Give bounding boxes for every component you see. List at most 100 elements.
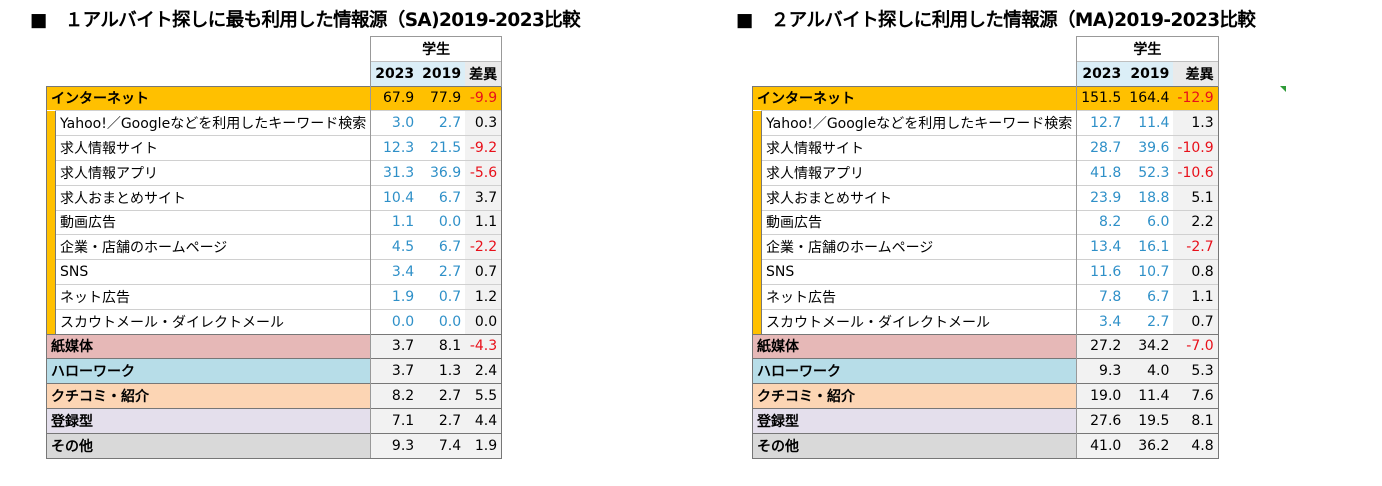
value-2019: 8.1 [418, 333, 466, 359]
value-diff: 5.3 [1173, 358, 1219, 384]
subcategory-row: SNS 11.6 10.7 0.8 [752, 259, 1219, 285]
value-2023: 23.9 [1076, 184, 1126, 211]
value-2023: 7.1 [370, 407, 419, 434]
value-2023: 7.8 [1076, 283, 1126, 310]
diff-header: 差異 [465, 60, 503, 87]
value-2019: 10.7 [1125, 259, 1174, 285]
value-diff: 1.3 [1173, 110, 1219, 136]
group-label: 学生 [370, 36, 503, 62]
value-2023: 67.9 [370, 85, 419, 111]
internet-group-band [46, 185, 56, 211]
category-label: クチコミ・紹介 [45, 383, 371, 409]
subcategory-row: ネット広告 7.8 6.7 1.1 [752, 283, 1219, 310]
subcategory-row: 企業・店舗のホームページ 4.5 6.7 -2.2 [46, 234, 503, 260]
value-diff: 7.6 [1173, 383, 1219, 409]
value-diff: -9.9 [465, 85, 503, 111]
subcategory-row: ネット広告 1.9 0.7 1.2 [46, 283, 503, 310]
subcategory-label: 求人情報サイト [54, 135, 371, 161]
year-2019-header: 2019 [418, 60, 466, 87]
value-diff: 2.4 [465, 358, 503, 384]
right-table: 学生 2023 2019 差異 インターネット 151.5 164.4 -12.9 Yahoo!… [751, 36, 1219, 459]
header-blank [752, 61, 1077, 87]
value-2019: 2.7 [418, 110, 466, 136]
value-2023: 1.1 [370, 209, 419, 235]
value-2023: 0.0 [370, 308, 419, 335]
year-2019-header: 2019 [1125, 60, 1174, 87]
value-2019: 0.0 [418, 308, 466, 335]
value-2023: 12.3 [370, 135, 419, 161]
category-label: 登録型 [45, 407, 371, 434]
subcategory-label: SNS [760, 259, 1077, 285]
right-title: ■ ２アルバイト探しに利用した情報源（MA)2019-2023比較 [736, 10, 1256, 31]
category-row: ハローワーク 9.3 4.0 5.3 [751, 358, 1219, 384]
subcategory-label: Yahoo!／Googleなどを利用したキーワード検索 [760, 110, 1077, 136]
subcategory-label: SNS [54, 259, 371, 285]
value-diff: -2.7 [1173, 234, 1219, 260]
value-2019: 2.7 [418, 259, 466, 285]
internet-group-band [752, 210, 762, 235]
value-diff: 5.1 [1173, 184, 1219, 211]
value-2023: 27.6 [1076, 407, 1126, 434]
value-2019: 11.4 [1125, 383, 1174, 409]
internet-group-band [752, 135, 762, 161]
internet-group-band [46, 259, 56, 285]
value-2019: 4.0 [1125, 358, 1174, 384]
value-diff: 4.8 [1173, 432, 1219, 459]
internet-group-band [752, 185, 762, 211]
subcategory-row: SNS 3.4 2.7 0.7 [46, 259, 503, 285]
value-2019: 52.3 [1125, 159, 1174, 186]
value-diff: -4.3 [465, 333, 503, 359]
value-2023: 41.0 [1076, 432, 1126, 459]
subcategory-label: 企業・店舗のホームページ [760, 234, 1077, 260]
year-2023-header: 2023 [370, 60, 419, 87]
category-row: その他 41.0 36.2 4.8 [751, 432, 1219, 459]
value-diff: 8.1 [1173, 407, 1219, 434]
value-diff: -5.6 [465, 159, 503, 186]
header-blank [752, 36, 1077, 62]
value-diff: -12.9 [1173, 85, 1219, 111]
value-diff: 2.2 [1173, 209, 1219, 235]
value-diff: 4.4 [465, 407, 503, 434]
value-2023: 3.7 [370, 333, 419, 359]
category-label: ハローワーク [751, 358, 1077, 384]
internet-row: インターネット 67.9 77.9 -9.9 [45, 85, 503, 111]
category-label: ハローワーク [45, 358, 371, 384]
value-2023: 9.3 [370, 432, 419, 459]
value-2023: 1.9 [370, 283, 419, 310]
value-2019: 6.7 [418, 184, 466, 211]
subcategory-row: 動画広告 1.1 0.0 1.1 [46, 209, 503, 235]
category-label: 紙媒体 [45, 333, 371, 359]
value-diff: 1.9 [465, 432, 503, 459]
left-title: ■ １アルバイト探しに最も利用した情報源（SA)2019-2023比較 [30, 10, 581, 31]
value-2023: 3.7 [370, 358, 419, 384]
value-2023: 28.7 [1076, 135, 1126, 161]
subcategory-label: 求人情報アプリ [54, 159, 371, 186]
value-diff: 0.3 [465, 110, 503, 136]
value-2019: 11.4 [1125, 110, 1174, 136]
category-row: 紙媒体 3.7 8.1 -4.3 [45, 333, 503, 359]
value-2023: 4.5 [370, 234, 419, 260]
subcategory-label: Yahoo!／Googleなどを利用したキーワード検索 [54, 110, 371, 136]
category-label: その他 [751, 432, 1077, 459]
value-2023: 11.6 [1076, 259, 1126, 285]
subcategory-row: 求人情報サイト 12.3 21.5 -9.2 [46, 135, 503, 161]
subcategory-label: 求人情報サイト [760, 135, 1077, 161]
value-2019: 19.5 [1125, 407, 1174, 434]
internet-group-band [46, 234, 56, 260]
category-label: 紙媒体 [751, 333, 1077, 359]
category-label: インターネット [751, 85, 1077, 111]
value-2023: 3.4 [1076, 308, 1126, 335]
value-2023: 8.2 [1076, 209, 1126, 235]
value-2023: 8.2 [370, 383, 419, 409]
value-2019: 36.2 [1125, 432, 1174, 459]
subcategory-row: 求人おまとめサイト 23.9 18.8 5.1 [752, 184, 1219, 211]
value-diff: -7.0 [1173, 333, 1219, 359]
subcategory-row: 動画広告 8.2 6.0 2.2 [752, 209, 1219, 235]
value-2023: 3.4 [370, 259, 419, 285]
category-label: 登録型 [751, 407, 1077, 434]
subcategory-label: 動画広告 [54, 209, 371, 235]
value-diff: 0.0 [465, 308, 503, 335]
value-diff: 1.1 [465, 209, 503, 235]
subcategory-label: ネット広告 [54, 283, 371, 310]
value-2023: 41.8 [1076, 159, 1126, 186]
